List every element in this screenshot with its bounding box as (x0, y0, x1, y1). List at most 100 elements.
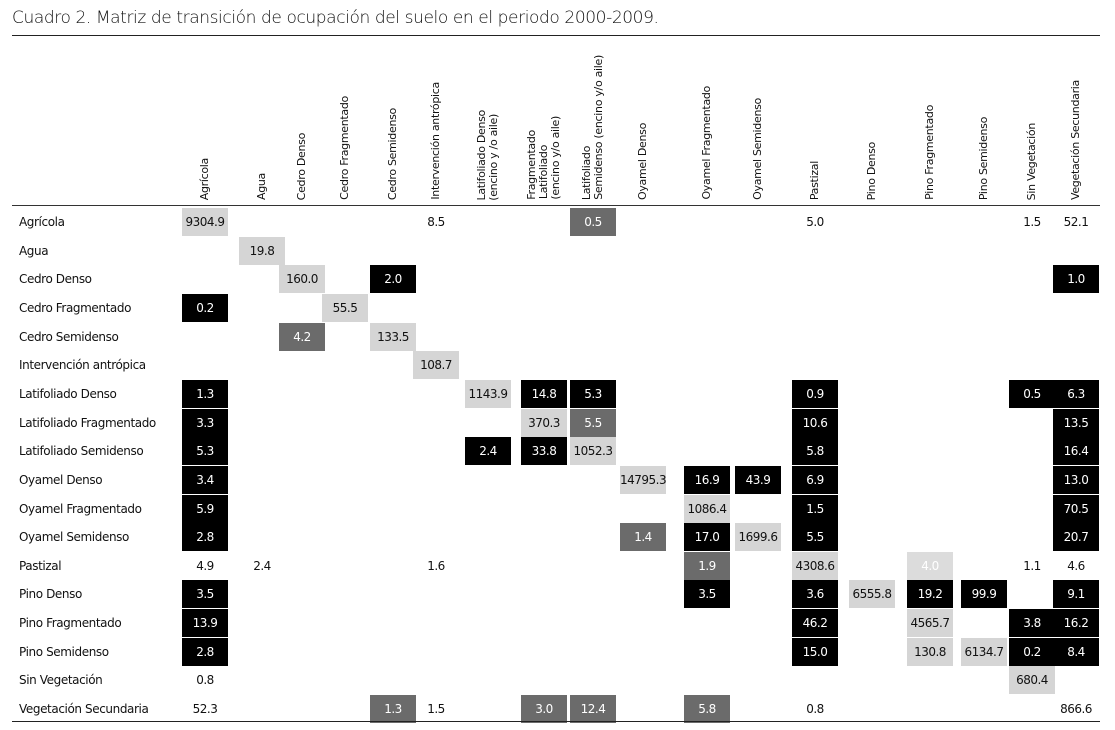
matrix-cell: 10.6 (792, 408, 838, 437)
row-label: Cedro Fragmentado (19, 300, 132, 315)
matrix-cell: 4.6 (1067, 558, 1085, 573)
column-header-text: Agrícola (198, 158, 211, 201)
matrix-cell: 2.8 (182, 523, 228, 552)
matrix-cell: 1086.4 (684, 494, 730, 523)
matrix-cell: 70.5 (1053, 494, 1099, 523)
matrix-cell: 0.5 (570, 208, 616, 236)
row-label: Agrícola (19, 215, 65, 229)
matrix-cell: 15.0 (792, 637, 838, 666)
matrix-cell: 160.0 (279, 265, 325, 294)
column-header: Oyamel Denso (636, 123, 649, 201)
row-label: Agua (19, 243, 49, 258)
column-header: Pastizal (808, 161, 821, 200)
matrix-cell: 13.9 (182, 609, 228, 638)
matrix-cell: 13.0 (1053, 465, 1099, 494)
column-header: Oyamel Fragmentado (700, 86, 713, 200)
matrix-cell: 5.9 (182, 494, 228, 523)
matrix-cell: 1.3 (182, 379, 228, 408)
column-header: Pino Denso (865, 142, 878, 201)
column-header-text: Oyamel Fragmentado (700, 86, 713, 200)
matrix-cell: 1.5 (1023, 215, 1041, 229)
matrix-cell: 680.4 (1009, 666, 1055, 695)
matrix-cell: 2.8 (182, 637, 228, 666)
matrix-cell: 0.2 (1009, 637, 1055, 666)
column-header-text: Cedro Semidenso (386, 108, 399, 201)
column-header-text: Agua (255, 173, 268, 201)
matrix-cell: 5.0 (806, 215, 824, 229)
column-header-text: Pino Semidenso (977, 117, 990, 201)
matrix-cell: 1.1 (1023, 558, 1041, 573)
matrix-cell: 6555.8 (849, 580, 895, 609)
matrix-cell: 5.5 (570, 408, 616, 437)
row-label: Pino Semidenso (19, 644, 109, 659)
matrix-cell: 9304.9 (182, 208, 228, 236)
matrix-cell: 4.0 (907, 551, 953, 580)
matrix-cell: 20.7 (1053, 523, 1099, 552)
row-label: Latifoliado Fragmentado (19, 415, 156, 430)
matrix-cell: 14795.3 (620, 465, 667, 494)
matrix-cell: 2.0 (370, 265, 416, 294)
row-label: Pino Denso (19, 587, 82, 602)
column-header-text: (encino y/o aile) (549, 116, 562, 200)
column-header-text: Oyamel Denso (636, 123, 649, 201)
column-header: Agrícola (198, 158, 211, 201)
matrix-cell: 16.4 (1053, 437, 1099, 466)
row-label: Latifoliado Denso (19, 386, 117, 401)
matrix-cell: 0.2 (182, 293, 228, 322)
matrix-cell: 3.8 (1009, 609, 1055, 638)
column-header: Oyamel Semidenso (751, 98, 764, 200)
column-header: Cedro Semidenso (386, 108, 399, 201)
matrix-cell: 0.9 (792, 379, 838, 408)
header-rule (12, 205, 1100, 206)
matrix-cell: 16.9 (684, 465, 730, 494)
matrix-cell: 3.3 (182, 408, 228, 437)
matrix-cell: 6.3 (1053, 379, 1099, 408)
matrix-cell: 0.5 (1009, 379, 1055, 408)
row-label: Cedro Semidenso (19, 329, 119, 344)
matrix-cell: 0.8 (196, 673, 214, 688)
matrix-cell: 3.4 (182, 465, 228, 494)
matrix-cell: 13.5 (1053, 408, 1099, 437)
column-header: Sin Vegetación (1025, 123, 1038, 201)
matrix-cell: 99.9 (961, 580, 1007, 609)
matrix-cell: 14.8 (521, 379, 567, 408)
matrix-cell: 1143.9 (465, 379, 511, 408)
column-header: Latifoliado Semidenso (encino y/o aile) (580, 55, 605, 200)
column-header-text: Sin Vegetación (1025, 123, 1038, 201)
column-header: Pino Fragmentado (923, 105, 936, 200)
row-label: Pino Fragmentado (19, 616, 122, 631)
row-label: Oyamel Fragmentado (19, 501, 142, 516)
matrix-cell: 8.4 (1053, 637, 1099, 666)
column-header-text: Intervención antrópica (429, 82, 442, 200)
matrix-cell: 52.3 (192, 702, 218, 717)
matrix-cell: 5.3 (570, 379, 616, 408)
matrix-cell: 3.5 (182, 580, 228, 609)
matrix-cell: 4.9 (196, 558, 214, 573)
matrix-cell: 12.4 (570, 695, 616, 724)
matrix-cell: 133.5 (370, 322, 416, 351)
row-label: Intervención antrópica (19, 358, 146, 373)
row-label: Latifoliado Semidenso (19, 444, 144, 459)
matrix-cell: 2.4 (465, 437, 511, 466)
column-header-text: Pino Denso (865, 142, 878, 201)
column-header: Cedro Denso (295, 133, 308, 200)
matrix-cell: 6.9 (792, 465, 838, 494)
table-title: Cuadro 2. Matriz de transición de ocupac… (12, 8, 659, 28)
matrix-cell: 1.3 (370, 695, 416, 724)
column-header-text: Semidenso (encino y/o aile) (592, 55, 605, 200)
matrix-cell: 1.6 (427, 558, 445, 573)
matrix-cell: 5.3 (182, 437, 228, 466)
matrix-cell: 5.8 (792, 437, 838, 466)
title-rule (12, 35, 1100, 36)
matrix-cell: 6134.7 (961, 637, 1007, 666)
matrix-cell: 1.0 (1053, 265, 1099, 294)
matrix-cell: 1699.6 (735, 523, 781, 552)
matrix-cell: 1.9 (684, 551, 730, 580)
matrix-cell: 5.8 (684, 695, 730, 724)
matrix-cell: 0.8 (806, 702, 824, 717)
row-label: Vegetación Secundaria (19, 702, 149, 717)
matrix-cell: 1052.3 (570, 437, 616, 466)
row-label: Sin Vegetación (19, 673, 103, 688)
column-header-text: Vegetación Secundaria (1069, 80, 1082, 201)
matrix-cell: 370.3 (521, 408, 567, 437)
